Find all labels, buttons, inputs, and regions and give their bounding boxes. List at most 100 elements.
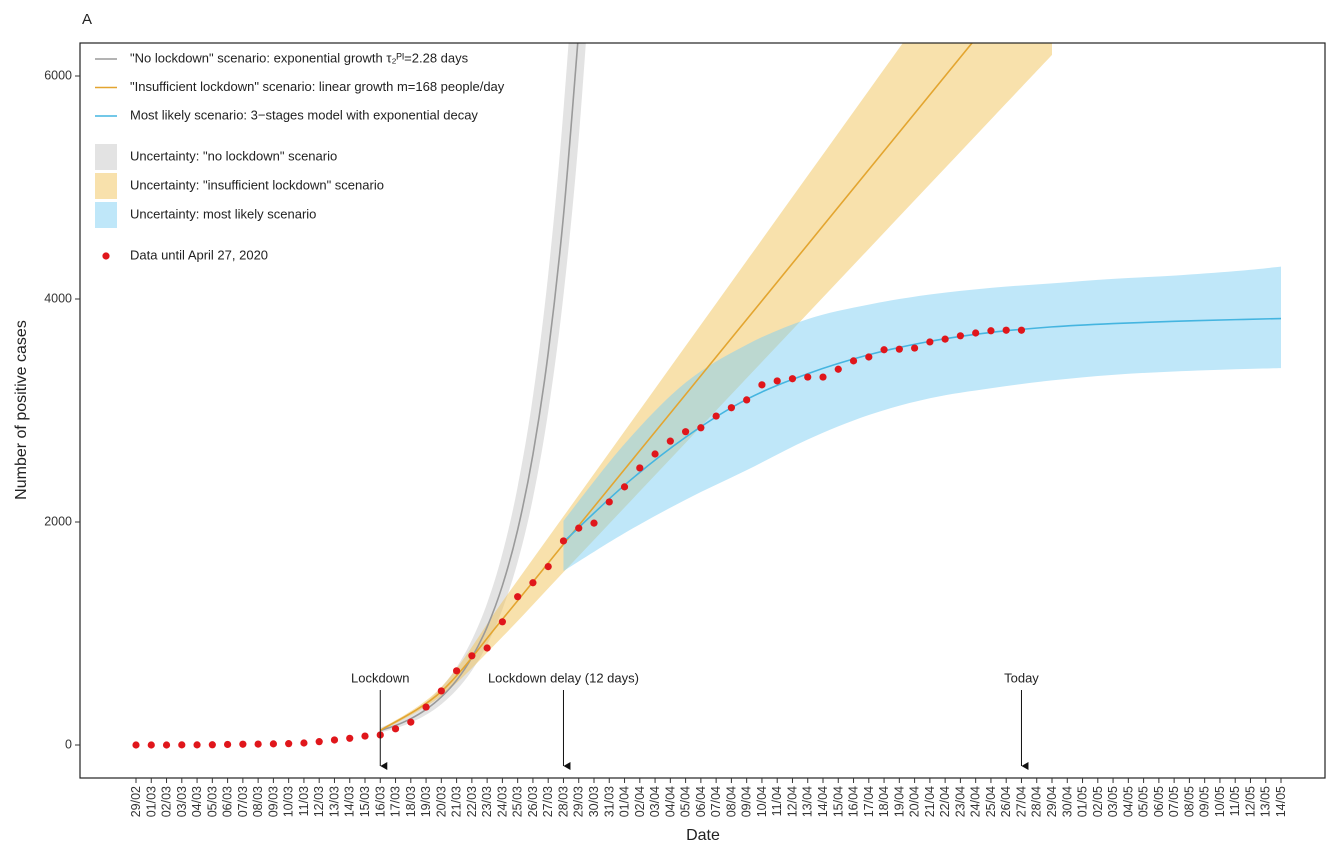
x-tick-label: 01/04	[618, 786, 632, 817]
x-tick-label: 22/03	[465, 786, 479, 817]
x-tick-label: 26/03	[526, 786, 540, 817]
uncertainty-band	[380, 43, 586, 733]
x-tick-label: 18/03	[404, 786, 418, 817]
data-point	[941, 335, 949, 343]
x-tick-label: 29/03	[572, 786, 586, 817]
x-tick-label: 12/03	[312, 786, 326, 817]
uncertainty-band	[563, 266, 1281, 572]
x-tick-label: 08/03	[251, 786, 265, 817]
data-point	[575, 524, 583, 532]
x-tick-label: 10/03	[282, 786, 296, 817]
data-point	[865, 353, 873, 361]
x-tick-label: 05/05	[1137, 786, 1151, 817]
data-point	[178, 741, 186, 749]
data-point	[346, 734, 354, 742]
x-tick-label: 05/04	[679, 786, 693, 817]
x-tick-label: 03/05	[1106, 786, 1120, 817]
points	[132, 326, 1026, 749]
y-tick-label: 0	[65, 737, 72, 751]
data-point	[773, 377, 781, 385]
data-point	[529, 579, 537, 587]
data-point	[651, 450, 659, 458]
data-point	[437, 687, 445, 695]
data-point	[911, 344, 919, 352]
x-tick-label: 02/03	[160, 786, 174, 817]
data-point	[636, 464, 644, 472]
x-tick-label: 29/04	[1045, 786, 1059, 817]
data-point	[758, 381, 766, 389]
x-tick-label: 21/03	[450, 786, 464, 817]
data-point	[1002, 326, 1010, 334]
data-point	[254, 740, 262, 748]
data-point	[819, 373, 827, 381]
y-tick-label: 6000	[44, 68, 72, 82]
x-tick-label: 31/03	[602, 786, 616, 817]
x-tick-label: 17/03	[389, 786, 403, 817]
x-tick-label: 10/04	[755, 786, 769, 817]
data-point	[956, 332, 965, 340]
legend-label: Uncertainty: "no lockdown" scenario	[130, 148, 337, 163]
x-tick-label: 25/04	[984, 786, 998, 817]
legend-label: "Insufficient lockdown" scenario: linear…	[130, 79, 505, 94]
x-tick-label: 03/04	[648, 786, 662, 817]
annotation-label: Today	[1004, 670, 1039, 685]
data-point	[407, 718, 415, 726]
legend-swatch	[102, 252, 110, 260]
data-point	[590, 519, 598, 527]
data-point	[483, 644, 491, 652]
x-tick-label: 28/03	[556, 786, 570, 817]
x-tick-label: 01/03	[144, 786, 158, 817]
x-tick-label: 09/04	[740, 786, 754, 817]
data-point	[239, 740, 247, 748]
legend-swatch	[95, 173, 117, 199]
data-point	[498, 618, 506, 626]
x-tick-label: 20/03	[434, 786, 448, 817]
data-point	[972, 329, 980, 337]
x-tick-label: 15/03	[358, 786, 372, 817]
x-tick-label: 04/05	[1121, 786, 1135, 817]
data-point	[1017, 326, 1026, 334]
x-tick-label: 26/04	[999, 786, 1013, 817]
x-tick-label: 05/03	[205, 786, 219, 817]
x-tick-label: 30/03	[587, 786, 601, 817]
y-axis-label: Number of positive cases	[13, 320, 30, 500]
x-tick-label: 06/05	[1152, 786, 1166, 817]
plot-border	[79, 42, 1326, 779]
legend-swatch	[95, 144, 117, 170]
data-point	[453, 667, 461, 675]
x-tick-label: 11/05	[1228, 786, 1242, 816]
x-tick-label: 04/04	[663, 786, 677, 817]
x-tick-label: 18/04	[877, 786, 891, 817]
data-point	[147, 741, 155, 749]
x-tick-label: 27/04	[1014, 786, 1028, 817]
x-tick-label: 27/03	[541, 786, 555, 817]
x-tick-label: 22/04	[938, 786, 952, 817]
data-point	[132, 741, 140, 749]
x-tick-label: 07/04	[709, 786, 723, 817]
data-point	[300, 739, 308, 747]
data-point	[743, 396, 751, 404]
x-tick-label: 02/04	[633, 786, 647, 817]
data-point	[391, 725, 400, 733]
x-tick-label: 25/03	[511, 786, 525, 817]
x-tick-label: 14/03	[343, 786, 357, 817]
data-point	[712, 412, 720, 420]
annotation-label: Lockdown	[351, 670, 410, 685]
x-tick-label: 30/04	[1060, 786, 1074, 817]
x-tick-label: 13/03	[327, 786, 341, 817]
data-point	[315, 738, 323, 746]
legend-label: Uncertainty: most likely scenario	[130, 206, 316, 221]
data-point	[544, 562, 552, 571]
x-tick-label: 06/04	[694, 786, 708, 817]
panel-label: A	[82, 11, 92, 28]
data-point	[987, 327, 995, 335]
data-point	[559, 537, 568, 545]
x-tick-label: 12/04	[785, 786, 799, 817]
data-point	[468, 652, 476, 660]
x-tick-label: 02/05	[1091, 786, 1105, 817]
data-point	[422, 703, 430, 711]
x-tick-label: 11/04	[770, 786, 784, 816]
x-tick-label: 19/04	[892, 786, 906, 817]
x-tick-label: 03/03	[175, 786, 189, 817]
data-point	[666, 437, 674, 445]
